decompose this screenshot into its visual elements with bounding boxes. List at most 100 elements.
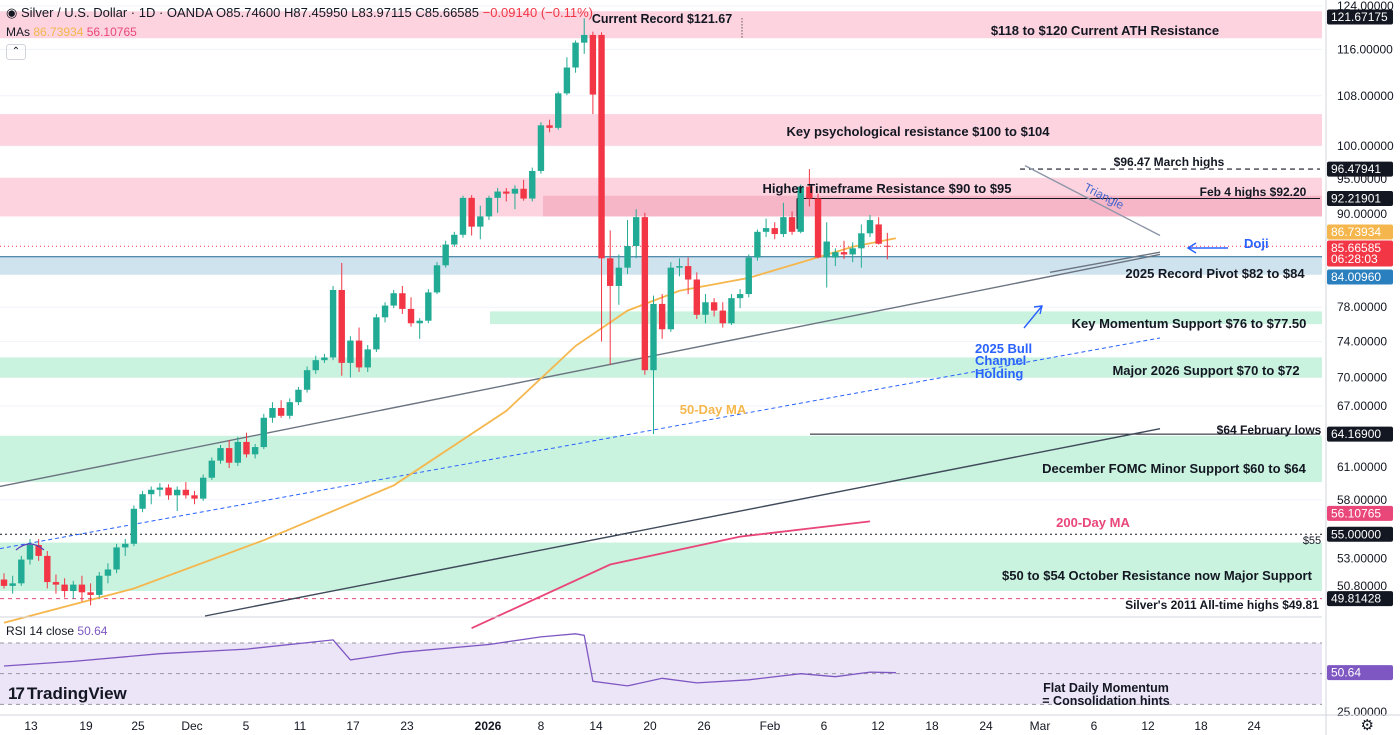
x-tick-label: 20	[643, 719, 657, 733]
rsi-legend[interactable]: RSI 14 close 50.64	[6, 624, 107, 638]
price-label: 84.00960	[1331, 270, 1381, 284]
close-value: C85.66585	[415, 5, 479, 20]
bull-channel-label: 2025 Bull	[975, 341, 1032, 356]
major-2026-support-label: Major 2026 Support $70 to $72	[1112, 363, 1299, 378]
x-tick-label: 24	[1247, 719, 1261, 733]
candle-body	[373, 317, 380, 350]
tradingview-logo[interactable]: 17 TradingView	[8, 684, 127, 704]
candle-body	[866, 220, 874, 234]
candle-body	[122, 543, 129, 548]
candle-body	[165, 487, 172, 496]
candle-body	[676, 266, 683, 268]
candle-body	[797, 186, 804, 232]
price-label-badge	[1327, 526, 1393, 542]
candle-body	[425, 292, 432, 321]
candle-body	[251, 447, 259, 455]
record-annotation: Current Record $121.67	[592, 12, 732, 26]
candle-body	[182, 489, 190, 496]
y-tick-label: 116.00000	[1337, 42, 1393, 56]
candle-body	[693, 279, 700, 315]
candle-body	[451, 234, 458, 245]
ma50-legend-value: 86.73934	[33, 25, 84, 39]
psych-resistance-label: Key psychological resistance $100 to $10…	[786, 124, 1050, 139]
price-label: 92.21901	[1331, 192, 1381, 206]
candle-body	[624, 246, 631, 268]
doji-label: Doji	[1244, 236, 1269, 251]
x-tick-label: 6	[1091, 719, 1098, 733]
candle-body	[199, 477, 207, 499]
x-tick-label: 13	[24, 719, 38, 733]
record-pivot-zone	[0, 255, 1322, 275]
price-label-badge	[1327, 161, 1393, 177]
candle-body	[477, 216, 484, 227]
candle-body	[615, 267, 623, 286]
feb-low-label: $64 February lows	[1217, 423, 1322, 437]
price-label-badge	[1327, 191, 1393, 207]
x-tick-label: Dec	[181, 719, 202, 733]
candle-body	[0, 579, 8, 586]
candle-body	[849, 248, 856, 255]
candle-body	[858, 233, 865, 249]
candle-body	[684, 266, 692, 280]
price-label: 49.81428	[1331, 592, 1381, 606]
x-tick-label: 25	[131, 719, 145, 733]
candle-body	[485, 197, 493, 217]
candle-body	[191, 495, 198, 499]
ma-label: MAs	[6, 25, 30, 39]
symbol-icon[interactable]: ◉	[6, 5, 18, 20]
candle-body	[572, 42, 579, 68]
candle-body	[52, 582, 60, 585]
candle-body	[563, 67, 571, 94]
collapse-icon[interactable]: ⌃	[6, 44, 26, 60]
price-label-countdown: 06:28:03	[1331, 252, 1378, 266]
candle-body	[771, 228, 778, 235]
x-tick-label: 18	[925, 719, 939, 733]
candle-body	[546, 125, 553, 128]
triangle-upper-line	[1024, 164, 1161, 237]
candle-body	[364, 349, 371, 368]
x-tick-label: 6	[821, 719, 828, 733]
psych-resistance-zone	[0, 114, 1322, 146]
candle-body	[589, 34, 597, 95]
x-tick-label: 12	[1141, 719, 1155, 733]
y-tick-label: 50.80000	[1337, 579, 1387, 593]
price-label-badge	[1327, 240, 1393, 267]
candle-body	[78, 584, 86, 593]
candle-body	[632, 217, 640, 247]
x-tick-label: Mar	[1030, 719, 1051, 733]
candle-body	[433, 265, 441, 293]
candle-body	[641, 217, 649, 371]
y-tick-label: 61.00000	[1337, 460, 1387, 474]
candle-body	[702, 302, 709, 315]
candle-body	[269, 407, 276, 418]
doji-arrow-icon	[1186, 242, 1228, 254]
ma-legend[interactable]: MAs 86.73934 56.10765	[6, 25, 137, 39]
candle-body	[658, 303, 666, 330]
october-support-zone	[0, 542, 1322, 592]
candle-body	[355, 340, 363, 368]
x-tick-label: 8	[538, 719, 545, 733]
candle-body	[442, 244, 449, 266]
candle-body	[381, 305, 389, 318]
symbol-title[interactable]: Silver / U.S. Dollar · 1D · OANDA	[20, 5, 213, 20]
price-label: 56.10765	[1331, 506, 1381, 520]
candle-body	[148, 489, 155, 495]
candle-body	[96, 575, 103, 595]
candle-body	[295, 389, 302, 403]
price-axis[interactable]	[1326, 0, 1400, 735]
candle-body	[459, 197, 467, 235]
settings-gear-icon[interactable]: ⚙	[1360, 717, 1374, 734]
candle-body	[243, 441, 250, 455]
rsi-value-label: 50.64	[1331, 666, 1361, 680]
candle-body	[286, 402, 293, 416]
y-tick-label: 90.00000	[1337, 207, 1387, 221]
candle-body	[407, 308, 415, 324]
candle-body	[555, 93, 562, 128]
x-tick-label: 11	[294, 719, 307, 733]
october-support-label: $50 to $54 October Resistance now Major …	[1002, 568, 1313, 583]
candle-body	[399, 293, 406, 309]
y-tick-label: 67.00000	[1337, 399, 1387, 413]
price-label-badge	[1327, 591, 1393, 607]
candle-body	[174, 489, 181, 496]
